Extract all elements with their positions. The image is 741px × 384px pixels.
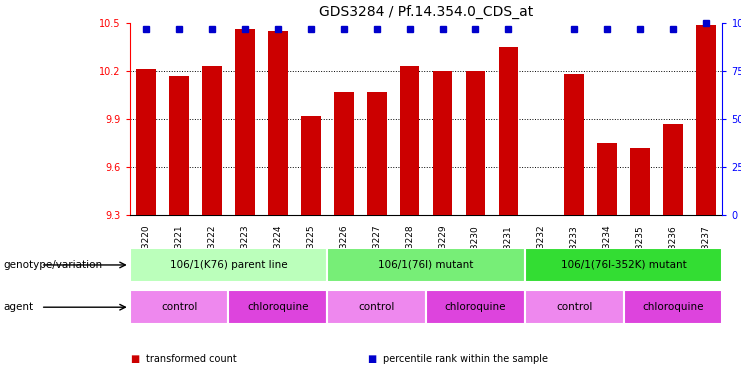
Bar [565, 74, 584, 215]
Bar [130, 290, 228, 324]
Text: percentile rank within the sample: percentile rank within the sample [383, 354, 548, 364]
Text: 106/1(K76) parent line: 106/1(K76) parent line [170, 260, 288, 270]
Bar [334, 92, 353, 215]
Text: transformed count: transformed count [146, 354, 236, 364]
Bar [328, 290, 426, 324]
Title: GDS3284 / Pf.14.354.0_CDS_at: GDS3284 / Pf.14.354.0_CDS_at [319, 5, 534, 19]
Bar [499, 47, 518, 215]
Bar [136, 70, 156, 215]
Bar [426, 290, 525, 324]
Text: ■: ■ [367, 354, 376, 364]
Bar [597, 143, 617, 215]
Bar [301, 116, 321, 215]
Bar [433, 71, 453, 215]
Text: ■: ■ [130, 354, 139, 364]
Bar [663, 124, 683, 215]
Text: control: control [161, 302, 197, 312]
Text: agent: agent [4, 302, 34, 312]
Bar [228, 290, 328, 324]
Bar [525, 248, 722, 282]
Bar [631, 148, 650, 215]
Bar [624, 290, 722, 324]
Text: chloroquine: chloroquine [642, 302, 704, 312]
Text: chloroquine: chloroquine [445, 302, 506, 312]
Bar [525, 290, 624, 324]
Bar [202, 66, 222, 215]
Bar [465, 71, 485, 215]
Text: genotype/variation: genotype/variation [4, 260, 103, 270]
Bar [268, 31, 288, 215]
Bar [235, 30, 255, 215]
Bar [399, 66, 419, 215]
Bar [696, 25, 716, 215]
Bar [328, 248, 525, 282]
Text: control: control [556, 302, 593, 312]
Text: 106/1(76I-352K) mutant: 106/1(76I-352K) mutant [561, 260, 687, 270]
Text: control: control [359, 302, 395, 312]
Text: chloroquine: chloroquine [247, 302, 308, 312]
Bar [169, 76, 189, 215]
Bar [367, 92, 387, 215]
Bar [130, 248, 328, 282]
Text: 106/1(76I) mutant: 106/1(76I) mutant [379, 260, 473, 270]
